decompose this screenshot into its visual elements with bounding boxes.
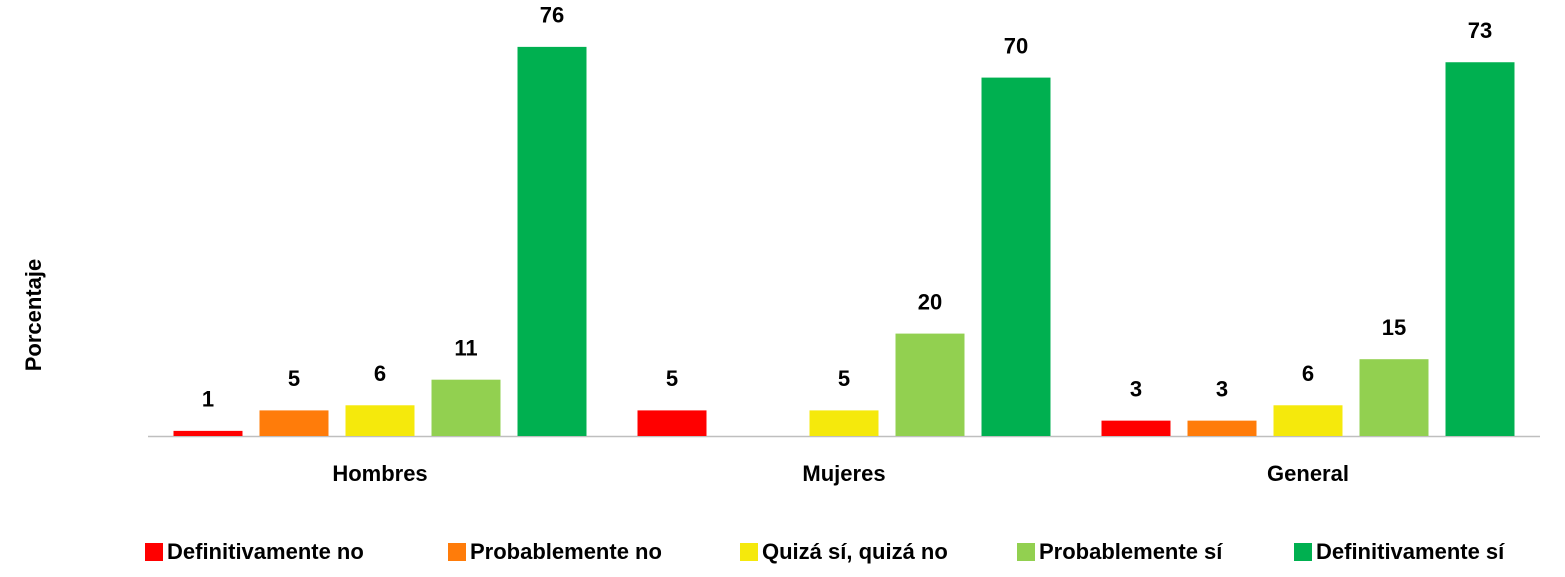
legend-label: Quizá sí, quizá no [762,539,948,564]
bar [345,405,415,436]
bar [173,430,243,436]
legend-swatch [740,543,758,561]
x-tick-label: General [1267,461,1349,486]
legend-label: Definitivamente sí [1316,539,1505,564]
data-label: 76 [540,3,564,28]
bar [259,410,329,436]
bar [1101,420,1171,436]
x-tick-label: Hombres [332,461,427,486]
legend-label: Probablemente no [470,539,662,564]
data-label: 6 [374,361,386,386]
data-label: 5 [838,366,850,391]
bar [517,46,587,436]
data-label: 6 [1302,361,1314,386]
bar [637,410,707,436]
data-label: 3 [1130,376,1142,401]
x-tick-label: Mujeres [802,461,885,486]
legend-swatch [145,543,163,561]
bar [981,77,1051,436]
data-label: 1 [202,387,214,412]
bar [1273,405,1343,436]
bar [1445,62,1515,437]
legend-label: Definitivamente no [167,539,364,564]
data-label: 3 [1216,376,1228,401]
legend-label: Probablemente sí [1039,539,1223,564]
data-label: 70 [1004,33,1028,58]
bar [431,379,501,436]
legend-swatch [448,543,466,561]
y-axis-label: Porcentaje [21,259,46,372]
data-label: 5 [666,366,678,391]
bar [1187,420,1257,436]
bar [809,410,879,436]
legend-swatch [1017,543,1035,561]
bar [1359,359,1429,436]
data-label: 20 [918,289,942,314]
legend-swatch [1294,543,1312,561]
data-label: 5 [288,366,300,391]
data-label: 15 [1382,315,1406,340]
data-label: 11 [454,335,477,360]
bar [895,333,965,436]
data-label: 73 [1468,18,1492,43]
